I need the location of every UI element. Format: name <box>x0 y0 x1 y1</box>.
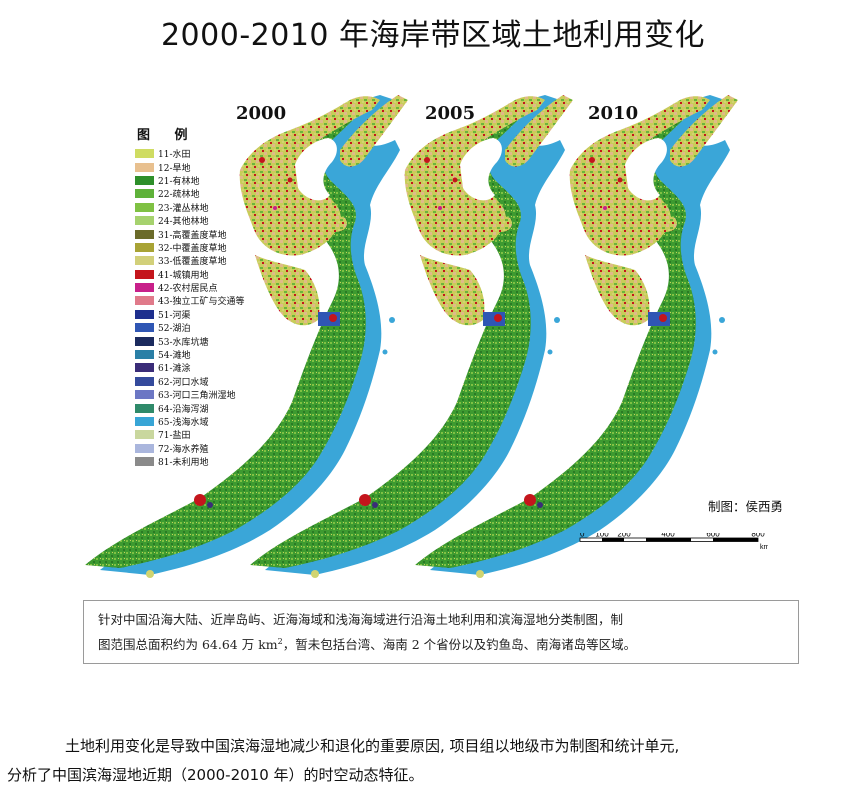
legend-item: 72-海水养殖 <box>135 442 285 455</box>
legend-swatch <box>135 162 154 172</box>
legend-label: 31-高覆盖度草地 <box>158 230 227 241</box>
legend-label: 52-湖泊 <box>158 324 191 335</box>
legend-label: 24-其他林地 <box>158 217 209 228</box>
scale-bar: 0 100 200 400 600 800 km <box>579 533 768 551</box>
legend-item: 22-疏林地 <box>135 187 285 200</box>
legend-swatch <box>135 443 154 453</box>
note-box: 针对中国沿海大陆、近岸岛屿、近海海域和浅海海域进行沿海土地利用和滨海湿地分类制图… <box>83 600 799 664</box>
legend-item: 43-独立工矿与交通等 <box>135 294 285 307</box>
legend-item: 63-河口三角洲湿地 <box>135 388 285 401</box>
legend-label: 33-低覆盖度草地 <box>158 257 227 268</box>
legend-item: 53-水库坑塘 <box>135 334 285 348</box>
map-legend: 图 例 11-水田 12-旱地 21-有林地 22-疏林地 23-灌丛林地 24-其他林地… <box>135 124 285 468</box>
legend-item: 54-滩地 <box>135 348 285 361</box>
legend-label: 81-未利用地 <box>158 458 209 469</box>
legend-label: 63-河口三角洲湿地 <box>158 391 236 402</box>
legend-label: 11-水田 <box>158 150 191 161</box>
legend-item: 51-河渠 <box>135 308 285 321</box>
map-credit: 制图：侯西勇 <box>708 499 784 514</box>
legend-item: 71-盐田 <box>135 428 285 441</box>
legend-item: 32-中覆盖度草地 <box>135 241 285 254</box>
legend-item: 12-旱地 <box>135 160 285 174</box>
legend-item: 11-水田 <box>135 147 285 160</box>
legend-label: 65-浅海水域 <box>158 418 209 428</box>
legend-item: 62-河口水域 <box>135 375 285 388</box>
legend-label: 23-灌丛林地 <box>158 203 209 214</box>
legend-label: 62-河口水域 <box>158 377 209 388</box>
legend-title: 图 例 <box>137 128 198 143</box>
body-paragraph: 土地利用变化是导致中国滨海湿地减少和退化的重要原因, 项目组以地级市为制图和统计… <box>7 732 855 790</box>
legend-item: 31-高覆盖度草地 <box>135 227 285 241</box>
legend-swatch <box>135 283 154 293</box>
legend-swatch <box>135 323 154 333</box>
legend-item: 61-滩涂 <box>135 361 285 374</box>
legend-swatch <box>135 336 154 346</box>
legend-swatch <box>135 390 154 400</box>
legend-item: 24-其他林地 <box>135 214 285 227</box>
scale-tick-label: 800 <box>751 533 765 539</box>
legend-label: 22-疏林地 <box>158 190 200 201</box>
legend-swatch <box>135 457 154 467</box>
legend-swatch <box>135 256 154 266</box>
legend-swatch <box>135 202 154 212</box>
legend-swatch <box>135 376 154 386</box>
legend-label: 41-城镇用地 <box>158 270 209 281</box>
legend-item: 21-有林地 <box>135 174 285 187</box>
scale-tick-label: 400 <box>661 533 675 539</box>
legend-item: 81-未利用地 <box>135 455 285 468</box>
scale-unit: km <box>760 544 768 551</box>
legend-label: 43-独立工矿与交通等 <box>158 297 245 308</box>
legend-item: 23-灌丛林地 <box>135 201 285 214</box>
note-line-2: 图范围总面积约为 64.64 万 km2，暂未包括台湾、海南 2 个省份以及钓鱼… <box>98 637 637 653</box>
legend-swatch <box>135 175 154 185</box>
legend-label: 21-有林地 <box>158 176 200 187</box>
paragraph-line-1: 土地利用变化是导致中国滨海湿地减少和退化的重要原因, 项目组以地级市为制图和统计… <box>65 737 680 755</box>
year-label-2005: 2005 <box>425 103 476 124</box>
legend-swatch <box>135 242 154 252</box>
legend-item: 52-湖泊 <box>135 321 285 334</box>
legend-swatch <box>135 403 154 413</box>
scale-tick-label: 0 <box>580 533 585 539</box>
year-label-2010: 2010 <box>588 103 639 124</box>
legend-swatch <box>135 189 154 199</box>
legend-swatch <box>135 309 154 319</box>
legend-label: 54-滩地 <box>158 351 191 362</box>
legend-item: 65-浅海水域 <box>135 415 285 428</box>
legend-label: 71-盐田 <box>158 431 191 442</box>
legend-label: 32-中覆盖度草地 <box>158 243 227 254</box>
legend-swatch <box>135 229 154 239</box>
legend-label: 12-旱地 <box>158 163 191 174</box>
year-label-2000: 2000 <box>236 103 287 124</box>
legend-label: 61-滩涂 <box>158 364 191 375</box>
legend-item: 33-低覆盖度草地 <box>135 254 285 267</box>
scale-tick-label: 200 <box>617 533 631 539</box>
legend-label: 72-海水养殖 <box>158 444 209 455</box>
legend-list: 11-水田 12-旱地 21-有林地 22-疏林地 23-灌丛林地 24-其他林地 31-高… <box>135 147 285 468</box>
note-line-1: 针对中国沿海大陆、近岸岛屿、近海海域和浅海海域进行沿海土地利用和滨海湿地分类制图… <box>98 612 624 627</box>
legend-swatch <box>135 417 154 426</box>
scale-tick-label: 100 <box>595 533 609 539</box>
legend-swatch <box>135 149 154 159</box>
legend-label: 42-农村居民点 <box>158 284 218 295</box>
legend-label: 64-沿海泻湖 <box>158 404 209 415</box>
scale-tick-label: 600 <box>706 533 720 539</box>
legend-item: 41-城镇用地 <box>135 268 285 281</box>
legend-swatch <box>135 363 154 373</box>
paragraph-line-2: 分析了中国滨海湿地近期（2000-2010 年）的时空动态特征。 <box>7 766 424 784</box>
legend-swatch <box>135 296 154 306</box>
legend-label: 51-河渠 <box>158 310 191 321</box>
legend-swatch <box>135 350 154 360</box>
legend-swatch <box>135 430 154 440</box>
legend-item: 42-农村居民点 <box>135 281 285 294</box>
page-title: 2000-2010 年海岸带区域土地利用变化 <box>160 18 706 53</box>
legend-item: 64-沿海泻湖 <box>135 401 285 415</box>
legend-swatch <box>135 216 154 226</box>
legend-swatch <box>135 269 154 279</box>
legend-label: 53-水库坑塘 <box>158 337 209 348</box>
